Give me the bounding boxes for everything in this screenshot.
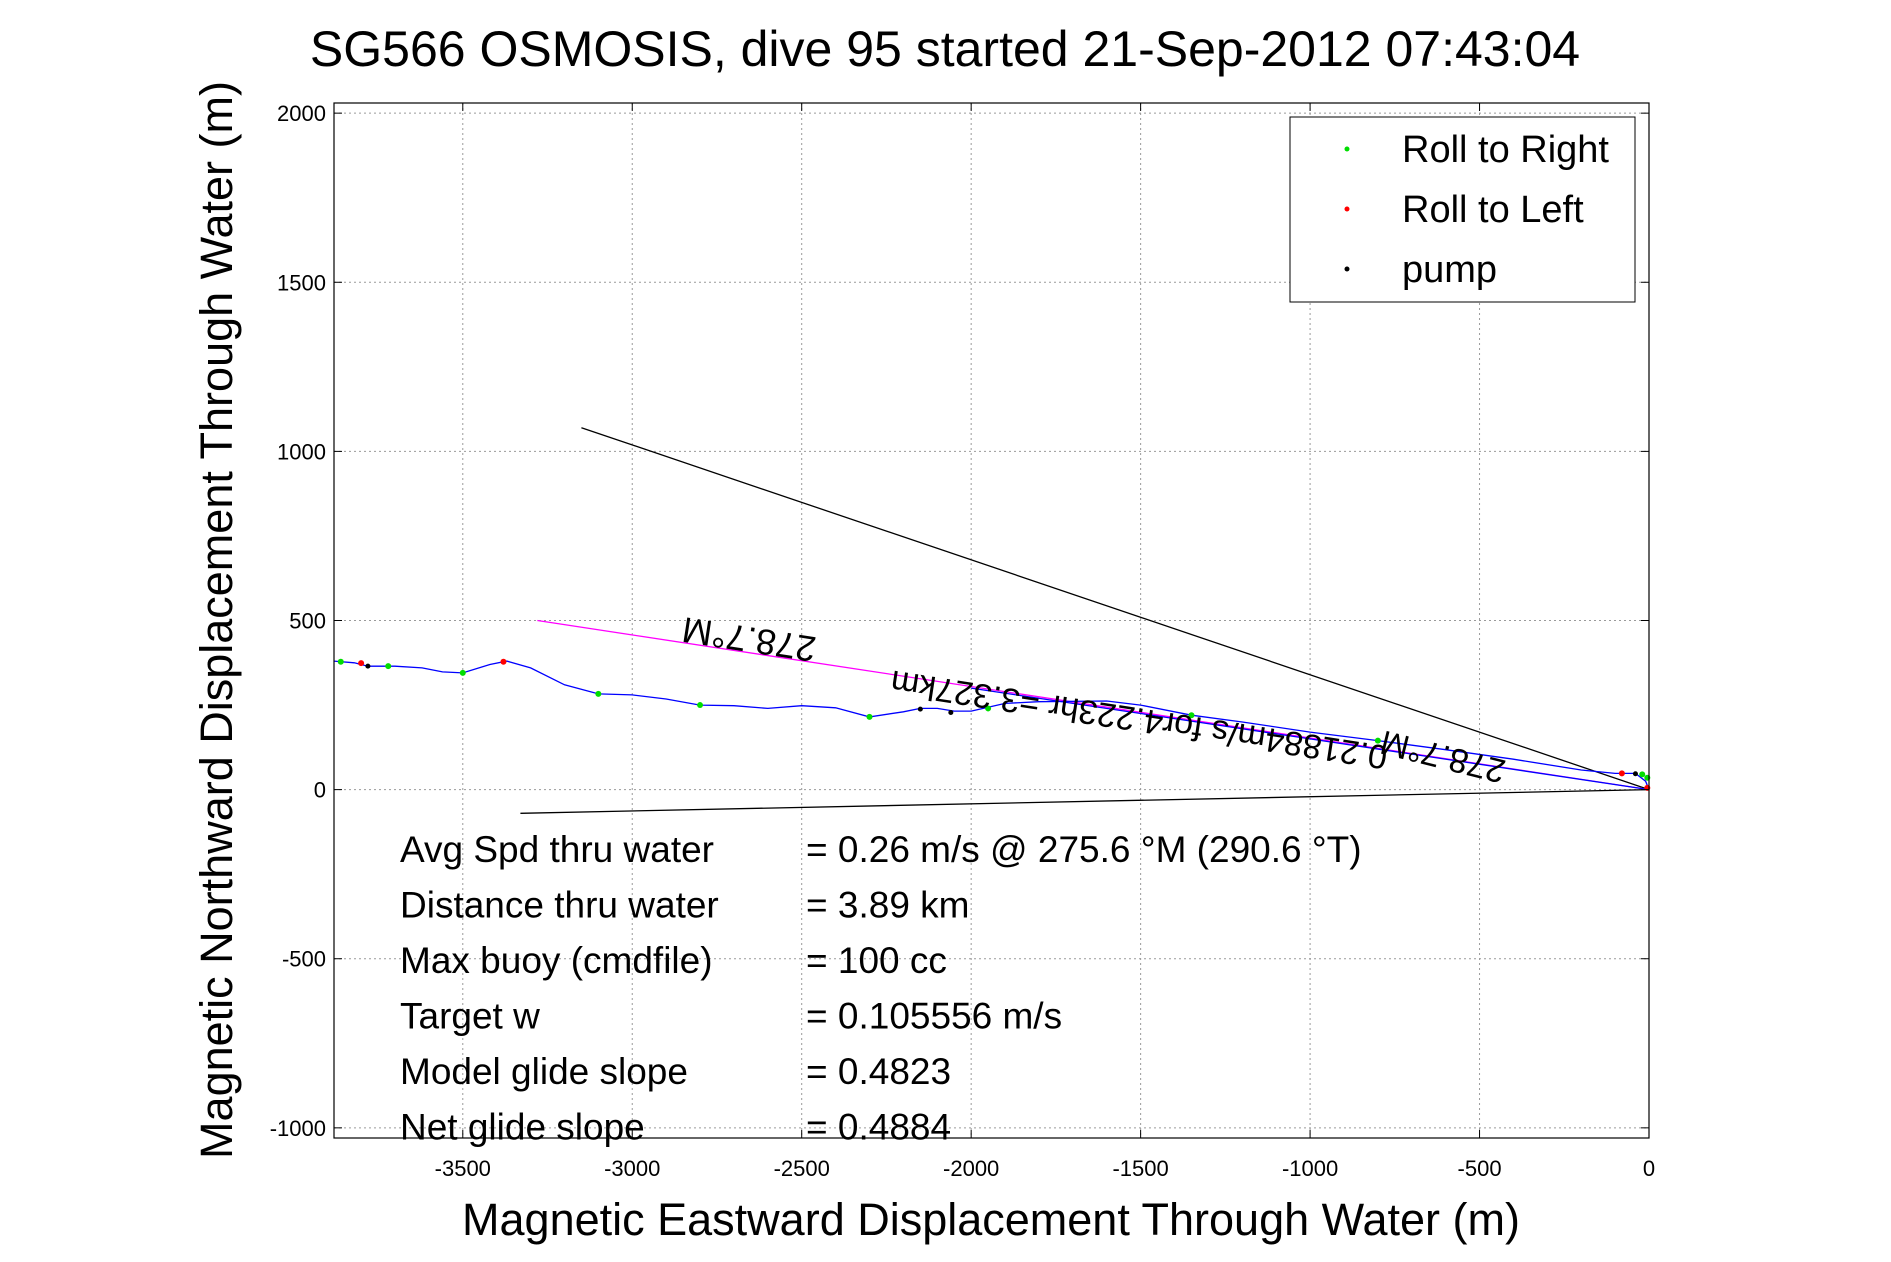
stat-value: = 0.105556 m/s — [806, 996, 1062, 1037]
legend-marker — [1344, 266, 1350, 272]
pump-point — [948, 710, 954, 715]
heading-lines — [520, 427, 1650, 814]
roll-right-point — [385, 663, 392, 670]
roll-right-point — [697, 702, 704, 709]
stat-value: = 0.26 m/s @ 275.6 °M (290.6 °T) — [806, 829, 1362, 870]
legend: Roll to Right Roll to Left pump — [1289, 116, 1636, 303]
roll-left-point — [358, 660, 365, 667]
x-axis-ticks: -3500 -3000 -2500 -2000 -1500 -1000 -500 0 — [435, 103, 1655, 1181]
y-tick-label: 0 — [314, 778, 326, 803]
legend-label: Roll to Right — [1402, 129, 1609, 171]
roll-markers — [337, 658, 1651, 791]
x-tick-label: -2000 — [943, 1156, 999, 1181]
stat-label: Avg Spd thru water — [400, 829, 714, 870]
x-tick-label: 0 — [1643, 1156, 1655, 1181]
stat-value: = 3.89 km — [806, 885, 970, 926]
roll-right-point — [337, 658, 344, 665]
x-tick-label: -3500 — [435, 1156, 491, 1181]
legend-marker — [1344, 146, 1350, 152]
x-tick-label: -1500 — [1112, 1156, 1168, 1181]
y-tick-label: -1000 — [270, 1116, 326, 1141]
stat-value: = 100 cc — [806, 940, 947, 981]
heading-line-lower — [520, 788, 1650, 814]
roll-right-point — [1188, 712, 1195, 719]
stat-label: Target w — [400, 996, 540, 1037]
roll-right-point — [459, 669, 466, 676]
x-tick-label: -3000 — [604, 1156, 660, 1181]
roll-left-point — [1618, 770, 1625, 777]
roll-left-point — [500, 658, 507, 665]
legend-marker — [1344, 206, 1350, 212]
y-axis-ticks: -1000 -500 0 500 1000 1500 2000 — [270, 101, 1649, 1141]
roll-right-point — [1639, 771, 1646, 778]
x-tick-label: -2500 — [774, 1156, 830, 1181]
roll-right-point — [595, 690, 602, 697]
legend-label: pump — [1402, 249, 1497, 291]
roll-right-point — [866, 713, 873, 720]
roll-right-point — [985, 705, 992, 712]
stat-label: Max buoy (cmdfile) — [400, 940, 713, 981]
heading-line-upper — [581, 427, 1650, 791]
stat-value: = 0.4823 — [806, 1051, 951, 1092]
stat-label: Net glide slope — [400, 1107, 645, 1148]
stat-label: Distance thru water — [400, 885, 719, 926]
roll-right-point — [1374, 737, 1381, 744]
y-tick-label: 1000 — [277, 439, 326, 464]
y-axis-label: Magnetic Northward Displacement Through … — [191, 81, 242, 1159]
x-tick-label: -500 — [1458, 1156, 1502, 1181]
x-tick-label: -1000 — [1282, 1156, 1338, 1181]
y-tick-label: 2000 — [277, 101, 326, 126]
chart-title: SG566 OSMOSIS, dive 95 started 21-Sep-20… — [310, 21, 1580, 77]
track-layer — [333, 660, 1650, 790]
pump-point — [365, 663, 371, 669]
track-line — [333, 660, 1650, 790]
y-tick-label: 1500 — [277, 270, 326, 295]
pump-point — [917, 706, 923, 712]
pump-point — [1632, 771, 1638, 777]
stat-value: = 0.4884 — [806, 1107, 951, 1148]
y-tick-label: -500 — [282, 947, 326, 972]
legend-label: Roll to Left — [1402, 189, 1584, 231]
y-tick-label: 500 — [289, 609, 326, 634]
stat-label: Model glide slope — [400, 1051, 688, 1092]
x-axis-label: Magnetic Eastward Displacement Through W… — [462, 1194, 1520, 1245]
heading-line-blue — [971, 687, 1650, 791]
stats-panel: Avg Spd thru water = 0.26 m/s @ 275.6 °M … — [400, 829, 1362, 1148]
